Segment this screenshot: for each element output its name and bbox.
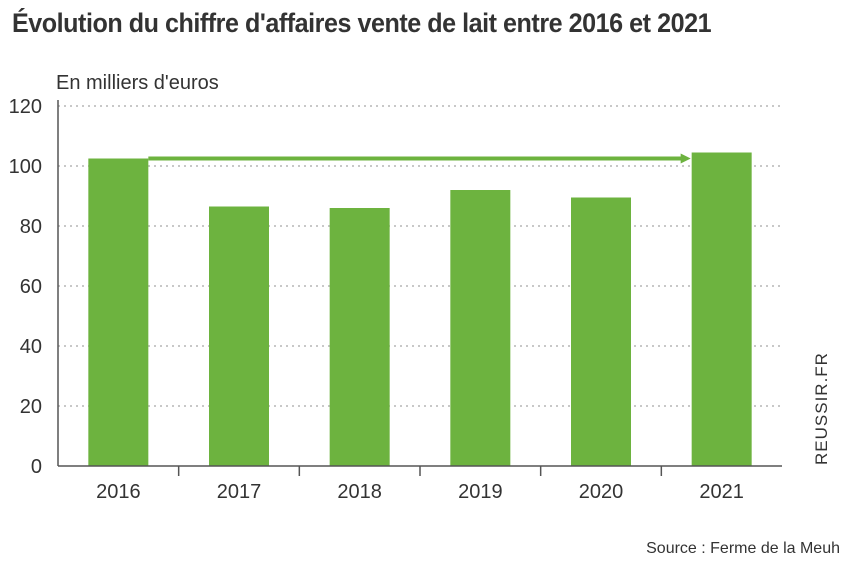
- y-tick-label: 120: [9, 96, 42, 118]
- y-tick-label: 60: [20, 276, 42, 298]
- bar-2020: [571, 197, 631, 466]
- y-tick-label: 100: [9, 156, 42, 178]
- x-tick-label: 2021: [699, 481, 744, 503]
- y-axis-label: En milliers d'euros: [56, 72, 219, 94]
- x-tick-label: 2020: [579, 481, 624, 503]
- bar-2016: [88, 158, 149, 466]
- y-tick-label: 80: [20, 216, 42, 238]
- x-tick-label: 2019: [458, 481, 503, 503]
- x-tick-label: 2017: [217, 481, 262, 503]
- x-tick-label: 2016: [96, 481, 141, 503]
- chart-title: Évolution du chiffre d'affaires vente de…: [12, 8, 712, 38]
- bar-2018: [329, 208, 390, 466]
- bar-2017: [209, 206, 269, 466]
- y-tick-label: 0: [31, 456, 42, 478]
- source-note: Source : Ferme de la Meuh: [646, 540, 840, 557]
- y-tick-label: 20: [20, 396, 42, 418]
- bar-2021: [691, 152, 752, 466]
- x-tick-label: 2018: [337, 481, 382, 503]
- bar-2019: [450, 190, 511, 466]
- y-tick-label: 40: [20, 336, 42, 358]
